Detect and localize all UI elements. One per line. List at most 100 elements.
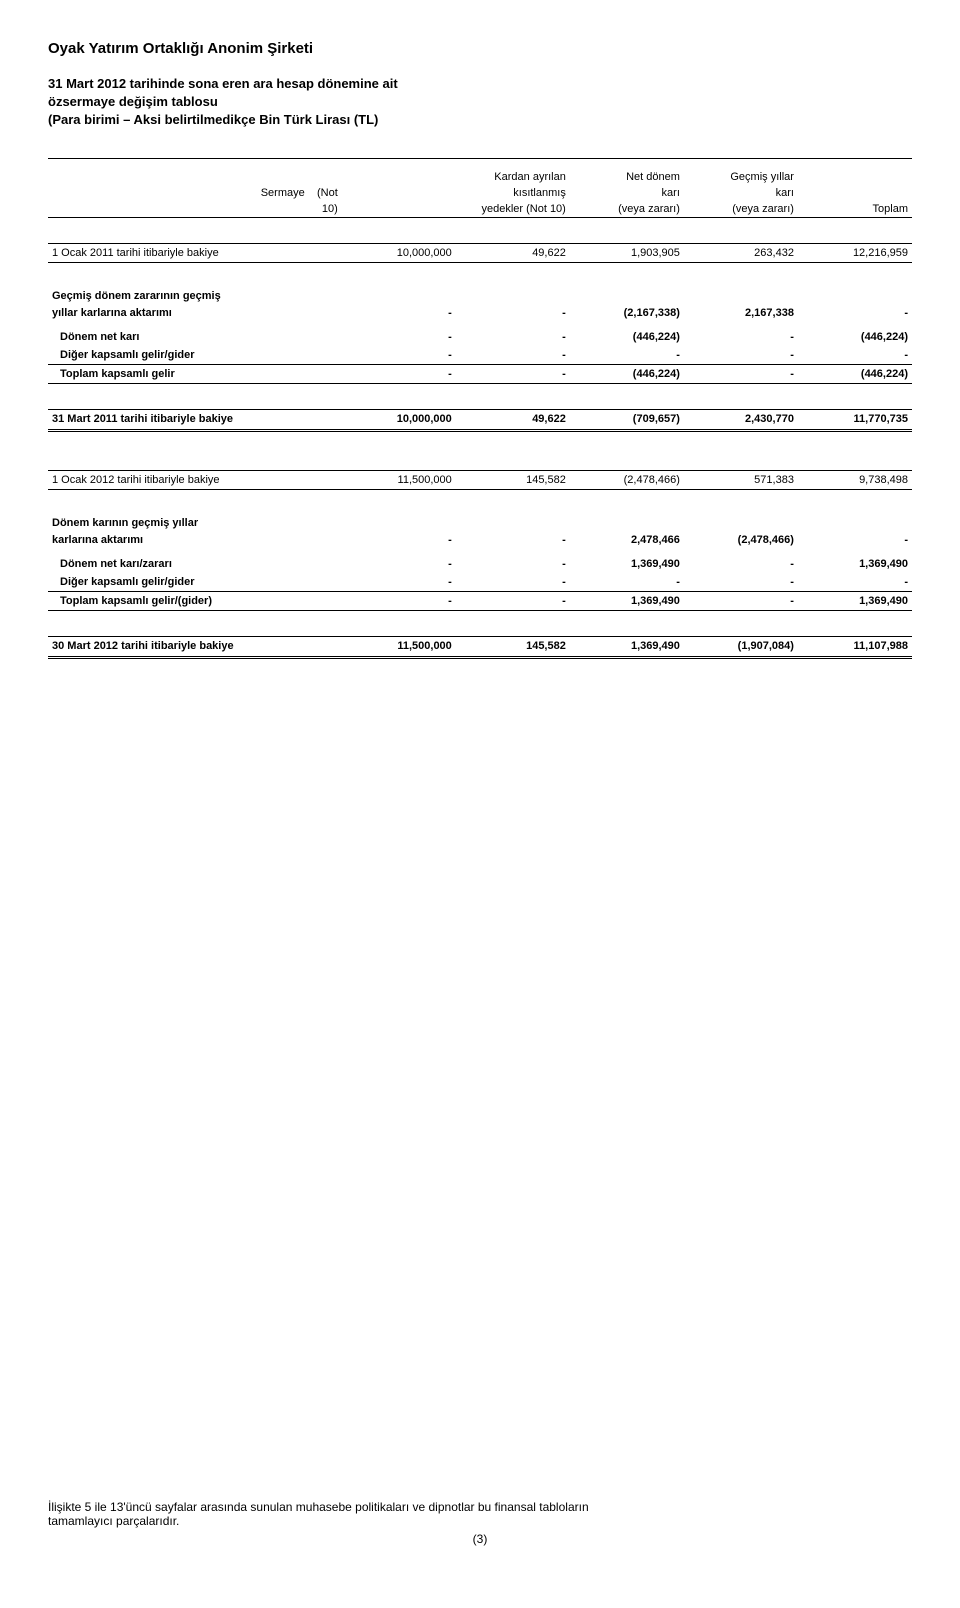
table-row: 1 Ocak 2012 tarihi itibariyle bakiye 11,… [48, 470, 912, 489]
header-row-2: Sermaye (Not kısıtlanmış karı karı [48, 185, 912, 201]
title-line-2: özsermaye değişim tablosu [48, 93, 912, 111]
cell: 1,369,490 [798, 555, 912, 573]
row-label: 1 Ocak 2012 tarihi itibariyle bakiye [48, 470, 342, 489]
cell: - [342, 555, 456, 573]
cell: 10,000,000 [342, 410, 456, 429]
cell: 1,369,490 [798, 592, 912, 611]
footer-line-1: İlişikte 5 ile 13'üncü sayfalar arasında… [48, 1500, 912, 1514]
cell: 263,432 [684, 243, 798, 262]
header-row-3: 10) yedekler (Not 10) (veya zararı) (vey… [48, 201, 912, 218]
company-name: Oyak Yatırım Ortaklığı Anonim Şirketi [48, 40, 912, 57]
cell: (446,224) [798, 328, 912, 346]
cell: - [342, 304, 456, 322]
cell: 1,369,490 [570, 555, 684, 573]
table-row: 1 Ocak 2011 tarihi itibariyle bakiye 10,… [48, 243, 912, 262]
cell: - [456, 592, 570, 611]
title-line-3: (Para birimi – Aksi belirtilmedikçe Bin … [48, 111, 912, 129]
table-row: Geçmiş dönem zararının geçmiş [48, 288, 912, 304]
cell: - [684, 555, 798, 573]
hdr-c4-l1: Geçmiş yıllar [684, 169, 798, 185]
hdr-not-l2: (Not [317, 187, 338, 199]
table-row: 30 Mart 2012 tarihi itibariyle bakiye 11… [48, 637, 912, 656]
cell: 145,582 [456, 470, 570, 489]
cell: - [342, 346, 456, 365]
row-label: Toplam kapsamlı gelir/(gider) [48, 592, 342, 611]
footer: İlişikte 5 ile 13'üncü sayfalar arasında… [48, 1500, 912, 1546]
cell: - [684, 592, 798, 611]
cell: (2,478,466) [570, 470, 684, 489]
cell: - [798, 573, 912, 592]
row-label: Dönem net karı [48, 328, 342, 346]
cell: 49,622 [456, 243, 570, 262]
row-label: Diğer kapsamlı gelir/gider [48, 346, 342, 365]
hdr-c2-l2: kısıtlanmış [456, 185, 570, 201]
hdr-c3-l2: karı [570, 185, 684, 201]
page-number: (3) [48, 1532, 912, 1546]
table-row: Toplam kapsamlı gelir/(gider) - - 1,369,… [48, 592, 912, 611]
hdr-not-l3: 10) [48, 201, 342, 218]
cell: 145,582 [456, 637, 570, 656]
hdr-c2-l1: Kardan ayrılan [456, 169, 570, 185]
cell: - [456, 555, 570, 573]
cell: - [570, 346, 684, 365]
hdr-sermaye: Sermaye [261, 187, 305, 199]
hdr-c2-l3: yedekler (Not 10) [456, 201, 570, 218]
table-row: karlarına aktarımı - - 2,478,466 (2,478,… [48, 531, 912, 549]
table-row: Dönem karının geçmiş yıllar [48, 515, 912, 531]
cell: 12,216,959 [798, 243, 912, 262]
table-row: Dönem net karı/zararı - - 1,369,490 - 1,… [48, 555, 912, 573]
row-label: Toplam kapsamlı gelir [48, 365, 342, 384]
row-label: 30 Mart 2012 tarihi itibariyle bakiye [48, 637, 342, 656]
table-row: Toplam kapsamlı gelir - - (446,224) - (4… [48, 365, 912, 384]
cell: - [798, 346, 912, 365]
hdr-c4-l2: karı [684, 185, 798, 201]
cell: - [684, 346, 798, 365]
hdr-c3-l1: Net dönem [570, 169, 684, 185]
cell: 571,383 [684, 470, 798, 489]
hdr-c4-l3: (veya zararı) [684, 201, 798, 218]
cell: (1,907,084) [684, 637, 798, 656]
report-title: 31 Mart 2012 tarihinde sona eren ara hes… [48, 75, 912, 130]
cell: - [342, 365, 456, 384]
row-label: karlarına aktarımı [48, 531, 342, 549]
cell: - [456, 304, 570, 322]
cell: - [684, 328, 798, 346]
cell: 11,500,000 [342, 637, 456, 656]
row-label: yıllar karlarına aktarımı [48, 304, 342, 322]
hdr-c3-l3: (veya zararı) [570, 201, 684, 218]
cell: 2,167,338 [684, 304, 798, 322]
title-line-1: 31 Mart 2012 tarihinde sona eren ara hes… [48, 75, 912, 93]
cell: - [570, 573, 684, 592]
cell: 1,369,490 [570, 637, 684, 656]
row-label: 1 Ocak 2011 tarihi itibariyle bakiye [48, 243, 342, 262]
table-row: Dönem net karı - - (446,224) - (446,224) [48, 328, 912, 346]
cell: 2,430,770 [684, 410, 798, 429]
cell: - [798, 304, 912, 322]
cell: - [684, 365, 798, 384]
cell: - [342, 328, 456, 346]
cell: - [798, 531, 912, 549]
cell: (2,478,466) [684, 531, 798, 549]
cell: 1,903,905 [570, 243, 684, 262]
cell: (446,224) [570, 328, 684, 346]
table-row: Diğer kapsamlı gelir/gider - - - - - [48, 573, 912, 592]
hdr-c5-l3: Toplam [798, 201, 912, 218]
cell: 10,000,000 [342, 243, 456, 262]
cell: (2,167,338) [570, 304, 684, 322]
cell: 49,622 [456, 410, 570, 429]
cell: - [684, 573, 798, 592]
cell: - [456, 346, 570, 365]
cell: 11,500,000 [342, 470, 456, 489]
cell: - [456, 531, 570, 549]
cell: (446,224) [798, 365, 912, 384]
cell: - [456, 365, 570, 384]
cell: 1,369,490 [570, 592, 684, 611]
cell: - [342, 592, 456, 611]
row-label: Geçmiş dönem zararının geçmiş [48, 288, 342, 304]
cell: (709,657) [570, 410, 684, 429]
row-label: Dönem net karı/zararı [48, 555, 342, 573]
cell: 2,478,466 [570, 531, 684, 549]
cell: 11,770,735 [798, 410, 912, 429]
cell: - [342, 573, 456, 592]
table-row: yıllar karlarına aktarımı - - (2,167,338… [48, 304, 912, 322]
